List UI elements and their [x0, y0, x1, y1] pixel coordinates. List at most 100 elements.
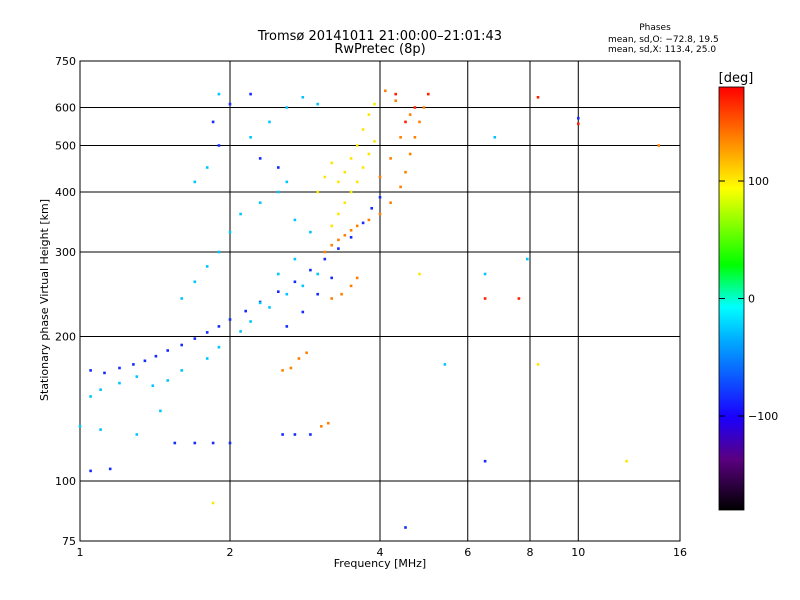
y-tick-label: 600	[55, 102, 76, 115]
data-point	[408, 152, 412, 156]
data-point	[389, 201, 392, 204]
data-point	[78, 425, 82, 428]
x-axis-label: Frequency [MHz]	[334, 557, 426, 570]
data-point	[309, 433, 312, 436]
data-point	[483, 459, 487, 463]
data-point	[399, 185, 402, 189]
data-point	[373, 140, 376, 143]
data-point	[135, 433, 139, 436]
data-point	[413, 106, 417, 109]
data-point	[211, 501, 215, 505]
x-tick-label: 1	[77, 546, 84, 559]
data-point	[217, 325, 221, 328]
data-point	[193, 337, 197, 340]
data-point	[330, 161, 333, 165]
phase-stats-x: mean, sd,X: 113.4, 25.0	[608, 45, 716, 55]
data-point	[205, 265, 209, 268]
data-point	[301, 284, 305, 288]
data-point	[217, 345, 221, 349]
data-points	[78, 89, 660, 529]
y-axis-label: Stationary phase Virtual Height [km]	[38, 199, 51, 401]
data-point	[285, 325, 289, 328]
data-point	[89, 395, 92, 398]
data-point	[205, 357, 209, 360]
data-point	[277, 190, 280, 194]
data-point	[239, 212, 242, 216]
data-point	[378, 196, 382, 199]
data-point	[99, 428, 102, 431]
y-tick-label: 100	[55, 475, 76, 488]
data-point	[293, 433, 297, 436]
phase-stats-o: mean, sd,O: −72.8, 19.5	[608, 35, 719, 45]
data-point	[418, 120, 421, 124]
data-point	[211, 120, 215, 124]
data-point	[205, 331, 209, 334]
data-point	[305, 351, 308, 355]
data-point	[493, 136, 497, 139]
data-point	[404, 170, 407, 174]
data-point	[217, 92, 221, 96]
data-point	[258, 201, 262, 204]
colorbar-label: [deg]	[719, 71, 754, 86]
y-tick-label: 750	[55, 55, 76, 68]
tick-layer: 1 2 4 6 8 10 16 75 100 200 300 400 500 600 750	[55, 55, 687, 559]
data-point	[217, 250, 221, 254]
data-point	[132, 363, 135, 366]
colorbar-ticks: 100 0 −100	[719, 175, 778, 423]
data-point	[536, 363, 540, 366]
y-tick-label: 300	[55, 246, 76, 259]
data-point	[394, 92, 397, 96]
data-point	[625, 459, 628, 463]
data-point	[361, 166, 365, 169]
data-point	[517, 297, 521, 300]
grid-layer	[80, 61, 680, 541]
data-point	[367, 152, 371, 156]
data-point	[135, 375, 139, 378]
data-point	[330, 243, 333, 247]
data-point	[378, 175, 382, 179]
colorbar-tick-label: 0	[748, 293, 755, 306]
data-point	[268, 306, 271, 309]
data-point	[330, 224, 333, 228]
data-point	[228, 230, 232, 234]
data-point	[293, 218, 297, 222]
colorbar-tick-label: 100	[748, 175, 769, 188]
data-point	[361, 128, 365, 131]
data-point	[384, 89, 387, 93]
data-point	[323, 250, 327, 254]
data-point	[258, 157, 262, 160]
y-tick-label: 75	[62, 535, 76, 548]
chart-title: Tromsø 20141011 21:00:00–21:01:43	[257, 29, 502, 44]
data-point	[166, 379, 169, 382]
data-point	[327, 421, 330, 425]
data-point	[103, 371, 106, 375]
data-point	[89, 369, 92, 372]
data-point	[418, 272, 421, 276]
data-point	[330, 276, 333, 280]
x-tick-label: 2	[227, 546, 234, 559]
data-point	[343, 170, 347, 174]
data-point	[443, 363, 447, 366]
data-point	[355, 276, 359, 280]
data-point	[180, 369, 183, 372]
data-point	[118, 366, 121, 370]
y-tick-label: 400	[55, 186, 76, 199]
data-point	[323, 257, 327, 261]
x-tick-label: 16	[673, 546, 687, 559]
data-point	[536, 96, 540, 99]
data-point	[277, 272, 280, 276]
data-point	[217, 144, 221, 147]
data-point	[349, 190, 353, 194]
data-point	[408, 113, 412, 116]
data-point	[404, 526, 407, 529]
data-point	[349, 236, 353, 239]
data-point	[330, 297, 333, 300]
data-point	[228, 318, 232, 321]
data-point	[277, 166, 280, 169]
data-point	[378, 212, 382, 216]
data-point	[151, 384, 155, 387]
data-point	[316, 292, 319, 296]
x-tick-label: 10	[571, 546, 585, 559]
data-point	[577, 116, 580, 120]
data-point	[277, 290, 280, 293]
